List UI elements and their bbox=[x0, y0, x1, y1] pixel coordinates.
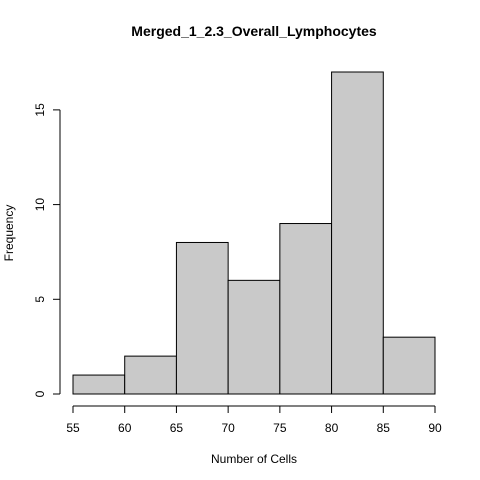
histogram-bar-85-90 bbox=[382, 336, 436, 395]
x-tick-label-90: 90 bbox=[428, 421, 442, 435]
histogram-bar-65-70 bbox=[175, 241, 229, 395]
y-axis-label: Frequency bbox=[2, 205, 16, 262]
x-tick-label-55: 55 bbox=[66, 421, 80, 435]
x-axis-label: Number of Cells bbox=[211, 452, 297, 466]
histogram-bars bbox=[72, 71, 436, 395]
chart-title: Merged_1_2.3_Overall_Lymphocytes bbox=[131, 23, 377, 39]
x-tick-label-70: 70 bbox=[221, 421, 235, 435]
x-tick-label-65: 65 bbox=[170, 421, 184, 435]
histogram-bar-60-65 bbox=[124, 355, 177, 395]
x-tick-label-85: 85 bbox=[377, 421, 391, 435]
x-axis: 55 60 65 70 75 80 85 90 bbox=[66, 405, 442, 435]
x-tick-label-80: 80 bbox=[325, 421, 339, 435]
x-tick-label-75: 75 bbox=[273, 421, 287, 435]
histogram-bar-80-85 bbox=[331, 71, 384, 395]
y-tick-label-0: 0 bbox=[33, 390, 47, 397]
histogram-bar-75-80 bbox=[279, 223, 333, 395]
histogram-bar-70-75 bbox=[227, 279, 281, 395]
histogram-bar-55-60 bbox=[72, 374, 126, 395]
y-tick-label-5: 5 bbox=[33, 296, 47, 303]
y-tick-label-10: 10 bbox=[33, 198, 47, 212]
y-tick-label-15: 15 bbox=[33, 103, 47, 117]
x-tick-label-60: 60 bbox=[118, 421, 132, 435]
y-axis: 0 5 10 15 bbox=[33, 103, 61, 397]
